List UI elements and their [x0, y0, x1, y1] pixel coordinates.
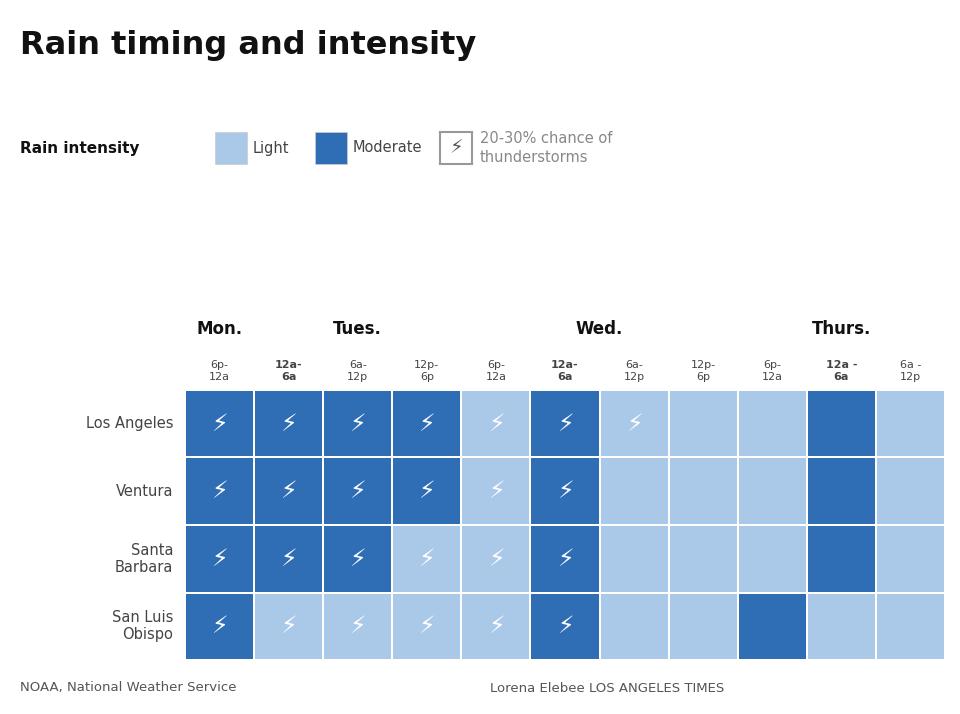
FancyBboxPatch shape [807, 593, 875, 659]
Text: ⚡: ⚡ [280, 412, 297, 436]
FancyBboxPatch shape [876, 526, 944, 591]
Text: ⚡: ⚡ [488, 412, 504, 436]
FancyBboxPatch shape [324, 391, 392, 456]
Text: 12a -
6a: 12a - 6a [826, 361, 857, 382]
FancyBboxPatch shape [463, 593, 530, 659]
FancyBboxPatch shape [215, 132, 247, 164]
Text: ⚡: ⚡ [349, 479, 366, 503]
Text: 12a-
6a: 12a- 6a [551, 361, 579, 382]
Text: ⚡: ⚡ [488, 614, 504, 638]
Text: ⚡: ⚡ [280, 547, 297, 570]
FancyBboxPatch shape [394, 391, 461, 456]
Text: ⚡: ⚡ [488, 547, 504, 570]
FancyBboxPatch shape [394, 458, 461, 524]
FancyBboxPatch shape [601, 391, 667, 456]
Text: Rain intensity: Rain intensity [20, 141, 139, 156]
FancyBboxPatch shape [601, 593, 667, 659]
Text: 6p-
12a: 6p- 12a [762, 361, 782, 382]
FancyBboxPatch shape [186, 526, 253, 591]
FancyBboxPatch shape [255, 526, 323, 591]
FancyBboxPatch shape [739, 593, 805, 659]
Text: 12p-
6p: 12p- 6p [415, 361, 440, 382]
Text: Tues.: Tues. [333, 320, 382, 338]
Text: ⚡: ⚡ [280, 614, 297, 638]
FancyBboxPatch shape [601, 458, 667, 524]
FancyBboxPatch shape [394, 593, 461, 659]
Text: Lorena Elebee LOS ANGELES TIMES: Lorena Elebee LOS ANGELES TIMES [490, 681, 724, 695]
Text: ⚡: ⚡ [557, 547, 573, 570]
Text: ⚡: ⚡ [419, 614, 435, 638]
FancyBboxPatch shape [463, 458, 530, 524]
FancyBboxPatch shape [532, 593, 598, 659]
FancyBboxPatch shape [463, 526, 530, 591]
Text: ⚡: ⚡ [349, 412, 366, 436]
Text: 6p-
12a: 6p- 12a [209, 361, 230, 382]
FancyBboxPatch shape [186, 593, 253, 659]
Text: ⚡: ⚡ [211, 412, 228, 436]
Text: ⚡: ⚡ [280, 479, 297, 503]
FancyBboxPatch shape [324, 593, 392, 659]
FancyBboxPatch shape [670, 391, 736, 456]
FancyBboxPatch shape [324, 458, 392, 524]
FancyBboxPatch shape [186, 458, 253, 524]
FancyBboxPatch shape [670, 593, 736, 659]
Text: NOAA, National Weather Service: NOAA, National Weather Service [20, 681, 236, 695]
Text: ⚡: ⚡ [557, 412, 573, 436]
Text: Ventura: Ventura [115, 484, 173, 499]
Text: 6a-
12p: 6a- 12p [624, 361, 645, 382]
Text: ⚡: ⚡ [211, 479, 228, 503]
Text: ⚡: ⚡ [419, 479, 435, 503]
FancyBboxPatch shape [324, 526, 392, 591]
FancyBboxPatch shape [739, 391, 805, 456]
Text: ⚡: ⚡ [488, 479, 504, 503]
FancyBboxPatch shape [440, 132, 472, 164]
Text: ⚡: ⚡ [211, 614, 228, 638]
Text: Santa
Barbara: Santa Barbara [114, 543, 173, 575]
Text: ⚡: ⚡ [557, 479, 573, 503]
FancyBboxPatch shape [532, 391, 598, 456]
FancyBboxPatch shape [255, 593, 323, 659]
FancyBboxPatch shape [532, 458, 598, 524]
Text: Thurs.: Thurs. [811, 320, 871, 338]
Text: ⚡: ⚡ [449, 139, 463, 158]
Text: Los Angeles: Los Angeles [85, 416, 173, 431]
FancyBboxPatch shape [255, 391, 323, 456]
FancyBboxPatch shape [186, 391, 253, 456]
Text: ⚡: ⚡ [419, 412, 435, 436]
FancyBboxPatch shape [601, 526, 667, 591]
FancyBboxPatch shape [876, 593, 944, 659]
Text: Light: Light [253, 141, 290, 156]
Text: ⚡: ⚡ [419, 547, 435, 570]
Text: Wed.: Wed. [576, 320, 623, 338]
Text: San Luis
Obispo: San Luis Obispo [111, 610, 173, 643]
FancyBboxPatch shape [394, 526, 461, 591]
FancyBboxPatch shape [255, 458, 323, 524]
Text: ⚡: ⚡ [349, 614, 366, 638]
Text: Moderate: Moderate [353, 141, 422, 156]
Text: ⚡: ⚡ [349, 547, 366, 570]
Text: ⚡: ⚡ [211, 547, 228, 570]
FancyBboxPatch shape [670, 526, 736, 591]
FancyBboxPatch shape [532, 526, 598, 591]
Text: 6p-
12a: 6p- 12a [486, 361, 507, 382]
FancyBboxPatch shape [739, 526, 805, 591]
Text: ⚡: ⚡ [557, 614, 573, 638]
FancyBboxPatch shape [315, 132, 347, 164]
FancyBboxPatch shape [876, 391, 944, 456]
Text: 6a-
12p: 6a- 12p [348, 361, 369, 382]
Text: Mon.: Mon. [197, 320, 243, 338]
FancyBboxPatch shape [807, 391, 875, 456]
FancyBboxPatch shape [876, 458, 944, 524]
Text: 6a -
12p: 6a - 12p [900, 361, 922, 382]
Text: ⚡: ⚡ [626, 412, 642, 436]
Text: 12p-
6p: 12p- 6p [690, 361, 716, 382]
FancyBboxPatch shape [807, 526, 875, 591]
FancyBboxPatch shape [670, 458, 736, 524]
FancyBboxPatch shape [807, 458, 875, 524]
FancyBboxPatch shape [463, 391, 530, 456]
Text: 12a-
6a: 12a- 6a [275, 361, 302, 382]
FancyBboxPatch shape [739, 458, 805, 524]
Text: Rain timing and intensity: Rain timing and intensity [20, 30, 476, 61]
Text: 20-30% chance of
thunderstorms: 20-30% chance of thunderstorms [480, 131, 612, 165]
